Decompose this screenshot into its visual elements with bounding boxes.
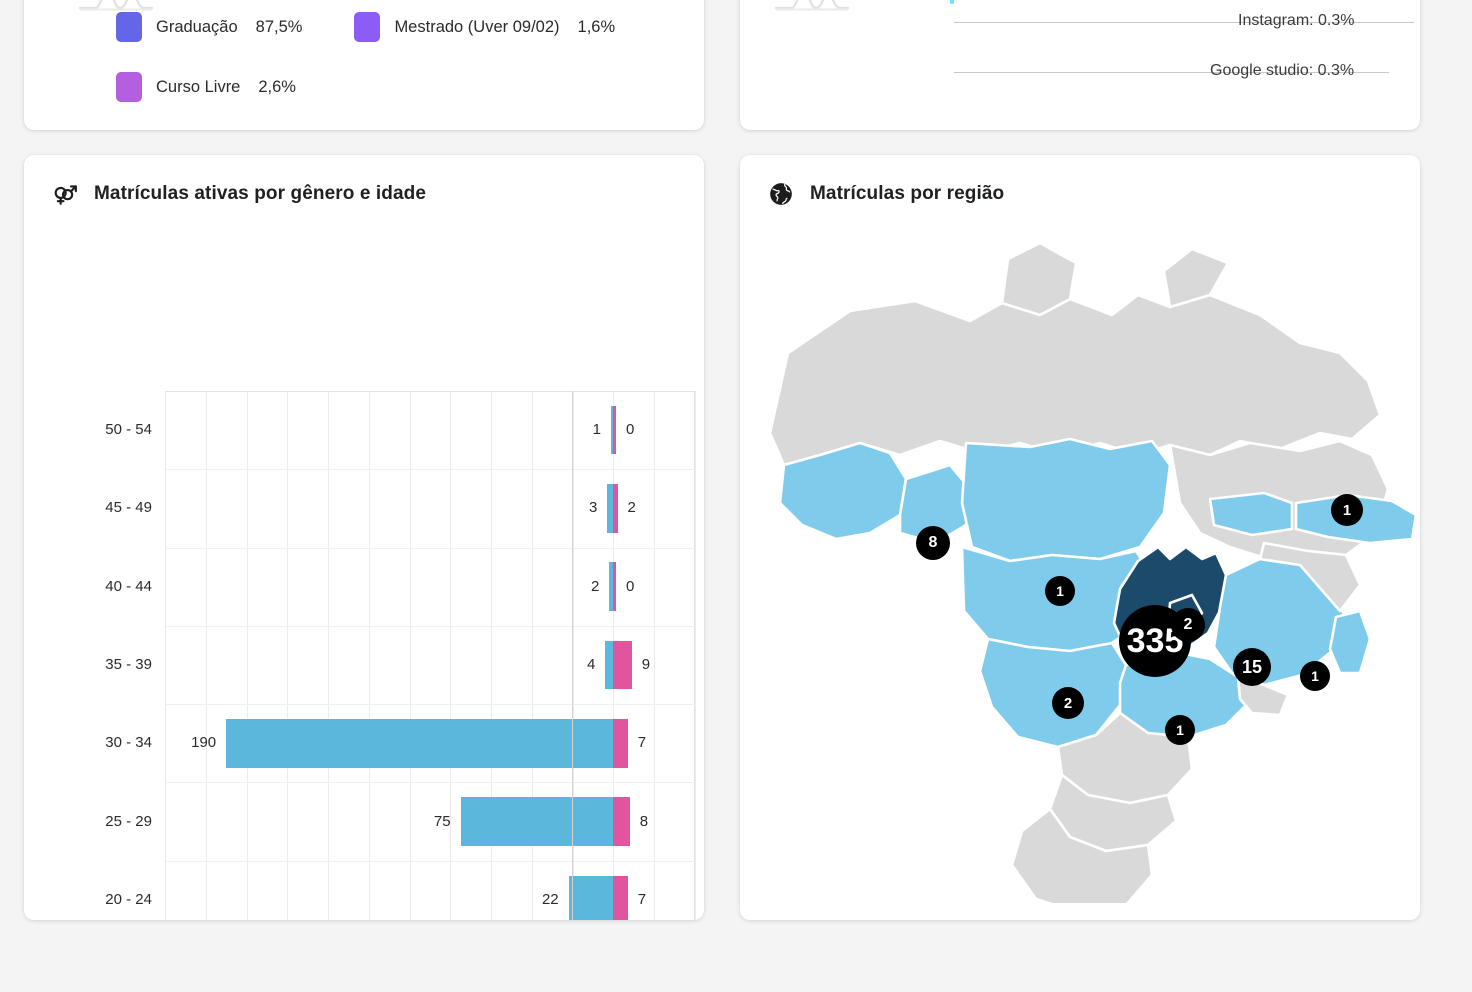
map-marker[interactable]: 15: [1233, 648, 1271, 686]
donut-label-instagram: Instagram: 0.3%: [1238, 12, 1355, 29]
gridline-horizontal: [165, 625, 695, 627]
bar-mulheres[interactable]: [613, 640, 632, 690]
watermark-logo: [78, 0, 154, 11]
legend-label-graduacao: Graduação: [156, 17, 238, 36]
bar-value-homens: 75: [433, 812, 451, 830]
course-legend-list: Graduação 87,5% Mestrado (Uver 09/02) 1,…: [116, 12, 615, 102]
legend-item-curso-livre[interactable]: Curso Livre 2,6%: [116, 72, 296, 102]
gender-symbol-icon: [54, 185, 77, 205]
gridline-vertical: [572, 391, 574, 920]
y-axis-label: 50 - 54: [105, 421, 152, 439]
legend-swatch-curso-livre: [116, 72, 142, 102]
y-axis-label: 25 - 29: [105, 812, 152, 830]
bar-homens[interactable]: [605, 640, 614, 690]
bar-homens[interactable]: [460, 797, 614, 846]
bar-value-mulheres: 8: [639, 812, 649, 830]
gridline-vertical: [368, 391, 370, 920]
gridline-vertical: [654, 391, 656, 920]
region-map-panel: Matrículas por região: [740, 155, 1420, 920]
bar-value-mulheres: 9: [641, 656, 651, 673]
zero-axis-line: [572, 391, 573, 920]
gridline-vertical: [246, 391, 248, 920]
gridline-horizontal: [165, 782, 695, 784]
gridline-vertical: [409, 391, 411, 920]
bar-value-mulheres: 7: [637, 734, 647, 752]
gridline-vertical: [287, 391, 289, 920]
map-marker[interactable]: 2: [1052, 687, 1084, 719]
gender-age-header: Matrículas ativas por gênero e idade: [24, 155, 704, 207]
gender-age-plot-area: 1 0 3 2 2 0 4 9 190 7 75 8 22 7: [165, 391, 696, 920]
legend-row: Graduação 87,5% Mestrado (Uver 09/02) 1,…: [116, 12, 615, 42]
bar-value-homens: 190: [191, 734, 217, 752]
gridline-vertical: [450, 391, 452, 920]
gridline-horizontal: [165, 547, 695, 549]
y-axis-label: 35 - 39: [105, 656, 152, 673]
bar-value-mulheres: 0: [625, 421, 635, 439]
course-type-legend-panel: Graduação 87,5% Mestrado (Uver 09/02) 1,…: [24, 0, 704, 130]
bar-homens[interactable]: [609, 562, 614, 611]
gridline-horizontal: [165, 860, 695, 862]
legend-pct-curso-livre: 2,6%: [258, 77, 296, 96]
brazil-map[interactable]: 8 1 335 2 15 1 2 1 1: [740, 203, 1420, 915]
legend-row: Curso Livre 2,6%: [116, 72, 615, 102]
y-axis-label: 45 - 49: [105, 499, 152, 517]
y-axis-label: 30 - 34: [105, 734, 152, 752]
bar-value-homens: 3: [589, 499, 598, 517]
globe-icon: [770, 183, 792, 205]
bar-mulheres[interactable]: [613, 797, 630, 846]
map-marker[interactable]: 1: [1300, 661, 1330, 691]
gender-age-title: Matrículas ativas por gênero e idade: [94, 183, 426, 204]
map-marker[interactable]: 1: [1331, 494, 1363, 526]
legend-item-mestrado[interactable]: Mestrado (Uver 09/02) 1,6%: [354, 12, 615, 42]
gridline-horizontal: [165, 469, 695, 471]
bar-homens[interactable]: [607, 484, 614, 533]
gridline-vertical: [531, 391, 533, 920]
donut-label-google-studio: Google studio: 0.3%: [1210, 62, 1355, 79]
gridline-horizontal: [165, 704, 695, 706]
legend-swatch-graduacao: [116, 12, 142, 42]
gridline-vertical: [165, 391, 166, 920]
legend-pct-graduacao: 87,5%: [255, 17, 303, 36]
gridline-vertical: [328, 391, 330, 920]
bar-value-mulheres: 7: [637, 890, 647, 908]
region-map-title: Matrículas por região: [810, 183, 1005, 204]
map-marker[interactable]: 8: [916, 526, 950, 560]
source-donut-panel: Instagram: 0.3% Google studio: 0.3%: [740, 0, 1420, 130]
bar-value-mulheres: 0: [625, 577, 635, 595]
bar-homens[interactable]: [568, 875, 614, 920]
leader-line-instagram: [954, 22, 1414, 23]
bar-value-homens: 4: [586, 656, 596, 673]
bar-mulheres[interactable]: [613, 562, 616, 611]
bar-value-homens: 2: [591, 577, 600, 595]
gridline-vertical: [491, 391, 493, 920]
bar-mulheres[interactable]: [613, 405, 616, 455]
legend-item-graduacao[interactable]: Graduação 87,5%: [116, 12, 302, 42]
y-axis-label: 40 - 44: [105, 577, 152, 595]
gridline-vertical: [695, 391, 696, 920]
bar-mulheres[interactable]: [613, 484, 618, 533]
bar-mulheres[interactable]: [613, 875, 628, 920]
bar-homens[interactable]: [226, 719, 614, 768]
bar-value-homens: 1: [592, 421, 601, 439]
legend-swatch-mestrado: [354, 12, 381, 42]
legend-pct-mestrado: 1,6%: [577, 17, 616, 36]
brazil-map-svg[interactable]: [740, 203, 1420, 915]
bar-value-homens: 22: [541, 890, 559, 908]
map-marker[interactable]: 1: [1045, 576, 1075, 606]
bar-homens[interactable]: [610, 405, 614, 455]
legend-label-mestrado: Mestrado (Uver 09/02): [394, 17, 560, 36]
donut-slice-google-studio[interactable]: [950, 0, 954, 4]
bar-value-mulheres: 2: [627, 499, 636, 517]
bar-mulheres[interactable]: [613, 719, 628, 768]
map-marker[interactable]: 2: [1171, 608, 1205, 642]
region-map-header: Matrículas por região: [740, 155, 1420, 207]
gender-age-chart-panel: Matrículas ativas por gênero e idade 1 0 3…: [24, 155, 704, 920]
leader-line-google-studio: [954, 72, 1389, 73]
gridline-vertical: [205, 391, 207, 920]
watermark-logo: [774, 0, 850, 11]
y-axis-label: 20 - 24: [105, 890, 152, 908]
legend-label-curso-livre: Curso Livre: [156, 77, 241, 96]
map-marker[interactable]: 1: [1165, 715, 1195, 745]
